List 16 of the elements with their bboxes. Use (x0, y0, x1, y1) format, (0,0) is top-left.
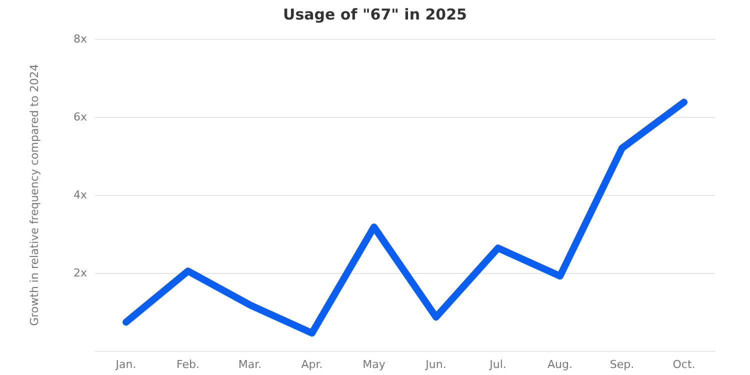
x-tick-label: Jun. (424, 358, 446, 371)
x-tick-label: May (362, 358, 386, 371)
x-tick-label: Aug. (548, 358, 572, 371)
y-tick-label: 6x (73, 110, 88, 124)
x-tick-label: Apr. (301, 358, 323, 371)
x-tick-label: Feb. (176, 358, 200, 371)
y-axis-title: Growth in relative frequency compared to 2024 (28, 64, 41, 326)
x-tick-label: Sep. (610, 358, 634, 371)
x-tick-label: Oct. (672, 358, 696, 371)
y-tick-label: 4x (73, 188, 88, 202)
y-tick-label: 8x (73, 32, 88, 46)
x-tick-label: Jul. (488, 358, 506, 371)
chart-title: Usage of "67" in 2025 (283, 6, 467, 24)
x-tick-label: Jan. (114, 358, 136, 371)
x-tick-label: Mar. (238, 358, 262, 371)
y-tick-label: 2x (73, 266, 88, 280)
